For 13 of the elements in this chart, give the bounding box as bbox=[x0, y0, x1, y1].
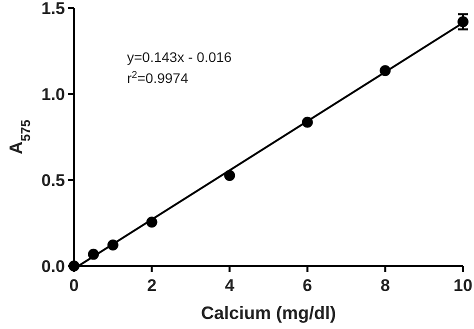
x-tick-label: 0 bbox=[69, 276, 79, 295]
y-tick-label: 1.5 bbox=[41, 0, 65, 18]
x-axis-title: Calcium (mg/dl) bbox=[200, 303, 336, 323]
x-tick-label: 8 bbox=[380, 276, 390, 295]
x-tick-label: 4 bbox=[224, 276, 235, 295]
x-tick-label: 6 bbox=[302, 276, 312, 295]
y-tick-label: 0.5 bbox=[41, 170, 65, 190]
y-tick-label: 0.0 bbox=[41, 256, 65, 276]
x-tick-label: 2 bbox=[147, 276, 157, 295]
annotation: r$^{2}$=0.9974 bbox=[127, 70, 188, 86]
x-tick-label: 10 bbox=[454, 276, 472, 295]
annotation: y=0.143x - 0.016 bbox=[127, 49, 232, 65]
y-tick-label: 1.0 bbox=[41, 84, 65, 104]
